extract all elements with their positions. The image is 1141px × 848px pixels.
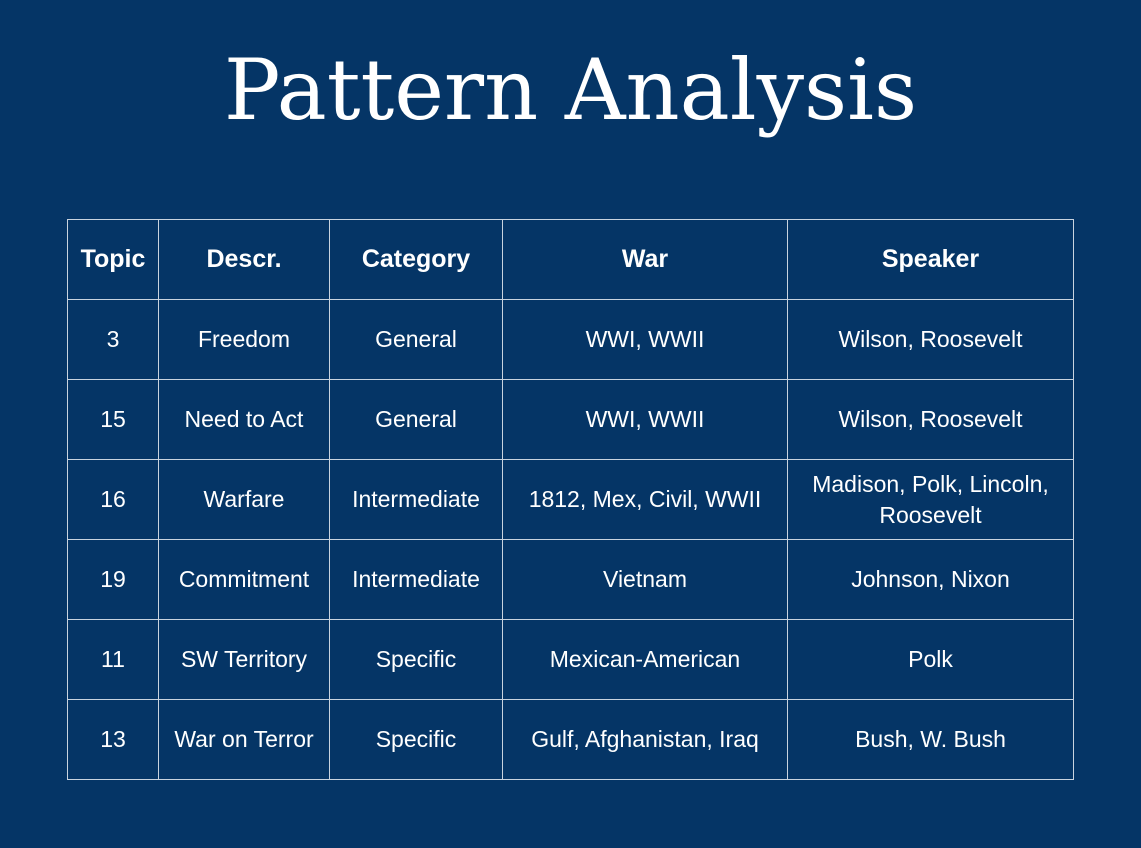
cell-war: Gulf, Afghanistan, Iraq [502,699,788,780]
cell-descr: Warfare [158,459,330,540]
cell-descr: SW Territory [158,619,330,700]
cell-speaker: Madison, Polk, Lincoln, Roosevelt [787,459,1074,540]
table-row: 3 Freedom General WWI, WWII Wilson, Roos… [67,299,1074,380]
cell-topic: 3 [67,299,159,380]
header-speaker: Speaker [787,219,1074,300]
cell-category: Specific [329,699,503,780]
cell-war: Mexican-American [502,619,788,700]
cell-descr: Commitment [158,539,330,620]
pattern-table: Topic Descr. Category War Speaker 3 Free… [67,219,1074,780]
cell-speaker: Polk [787,619,1074,700]
cell-topic: 13 [67,699,159,780]
table-row: 15 Need to Act General WWI, WWII Wilson,… [67,379,1074,460]
cell-topic: 16 [67,459,159,540]
cell-topic: 15 [67,379,159,460]
header-war: War [502,219,788,300]
cell-descr: Need to Act [158,379,330,460]
cell-war: WWI, WWII [502,299,788,380]
cell-topic: 19 [67,539,159,620]
cell-speaker: Wilson, Roosevelt [787,299,1074,380]
cell-descr: War on Terror [158,699,330,780]
cell-topic: 11 [67,619,159,700]
slide-title: Pattern Analysis [223,41,918,139]
cell-war: 1812, Mex, Civil, WWII [502,459,788,540]
header-category: Category [329,219,503,300]
cell-speaker: Wilson, Roosevelt [787,379,1074,460]
cell-war: WWI, WWII [502,379,788,460]
cell-category: Intermediate [329,459,503,540]
cell-category: Specific [329,619,503,700]
cell-category: General [329,299,503,380]
table-row: 11 SW Territory Specific Mexican-America… [67,619,1074,700]
cell-category: General [329,379,503,460]
table-row: 19 Commitment Intermediate Vietnam Johns… [67,539,1074,620]
table-row: 16 Warfare Intermediate 1812, Mex, Civil… [67,459,1074,540]
table-row: 13 War on Terror Specific Gulf, Afghanis… [67,699,1074,780]
cell-category: Intermediate [329,539,503,620]
table-header-row: Topic Descr. Category War Speaker [67,219,1074,300]
header-descr: Descr. [158,219,330,300]
header-topic: Topic [67,219,159,300]
cell-speaker: Johnson, Nixon [787,539,1074,620]
cell-war: Vietnam [502,539,788,620]
cell-descr: Freedom [158,299,330,380]
cell-speaker: Bush, W. Bush [787,699,1074,780]
